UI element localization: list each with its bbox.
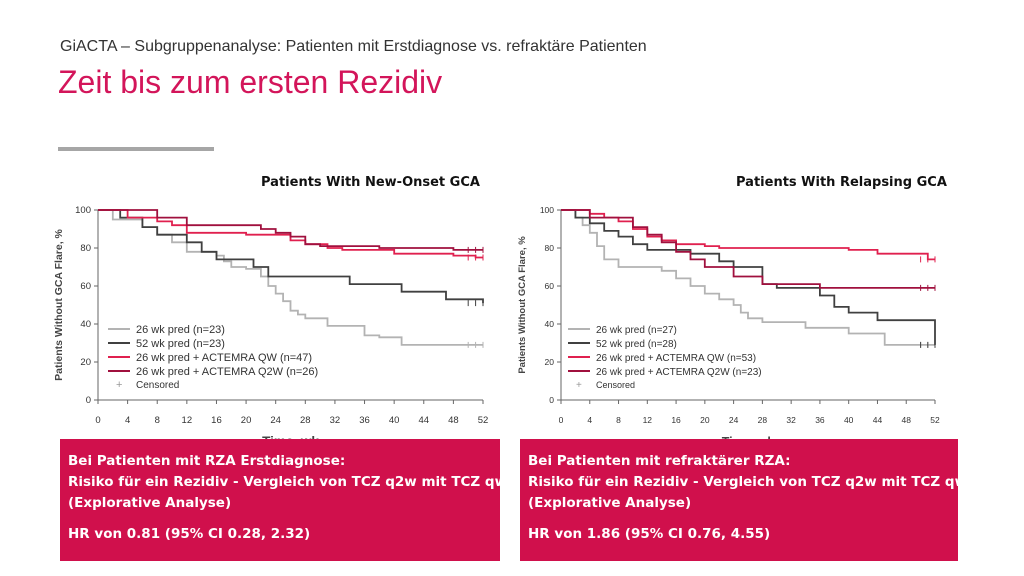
box-hazard-ratio: HR von 0.81 (95% CI 0.28, 2.32)	[68, 526, 311, 542]
x-tick-label: 12	[182, 415, 193, 426]
box-heading: Bei Patienten mit refraktärer RZA:	[528, 453, 791, 469]
x-tick-label: 44	[418, 415, 429, 426]
x-tick-label: 32	[330, 415, 341, 426]
km-curve-series-1	[561, 209, 935, 346]
x-tick-label: 36	[359, 415, 370, 426]
x-tick-label: 0	[559, 415, 564, 425]
info-box-relapsing: Bei Patienten mit refraktärer RZA: Risik…	[520, 439, 968, 561]
box-text: Risiko für ein Rezidiv - Vergleich von T…	[528, 474, 968, 490]
legend-label: 26 wk pred (n=27)	[596, 325, 677, 336]
box-note: (Explorative Analyse)	[528, 495, 692, 511]
chart-title-relapsing: Patients With Relapsing GCA	[736, 175, 947, 190]
y-tick-label: 100	[540, 205, 554, 215]
y-tick-label: 60	[545, 281, 555, 291]
y-tick-label: 80	[545, 243, 555, 253]
x-tick-label: 28	[300, 415, 311, 426]
km-curve-series-2	[561, 209, 936, 345]
x-tick-label: 40	[389, 415, 400, 426]
x-tick-label: 16	[211, 415, 222, 426]
x-tick-label: 24	[729, 415, 739, 425]
x-tick-label: 40	[844, 415, 854, 425]
y-axis-title: Patients Without GCA Flare, %	[53, 228, 65, 380]
censor-legend-label: Censored	[136, 380, 179, 391]
x-tick-label: 4	[125, 415, 130, 426]
x-tick-label: 48	[448, 415, 459, 426]
y-tick-label: 40	[80, 319, 91, 330]
x-tick-label: 20	[241, 415, 252, 426]
x-tick-label: 8	[155, 415, 160, 426]
x-tick-label: 24	[270, 415, 281, 426]
censor-legend-symbol: +	[116, 379, 122, 391]
x-tick-label: 4	[587, 415, 592, 425]
slide-subtitle: GiACTA – Subgruppenanalyse: Patienten mi…	[60, 38, 647, 55]
legend-label: 26 wk pred + ACTEMRA QW (n=53)	[596, 353, 756, 364]
x-tick-label: 52	[478, 415, 489, 426]
info-box-new-onset: Bei Patienten mit RZA Erstdiagnose: Risi…	[60, 439, 508, 561]
x-tick-label: 8	[616, 415, 621, 425]
x-tick-label: 20	[700, 415, 710, 425]
box-note: (Explorative Analyse)	[68, 495, 232, 511]
km-curve-series-4	[561, 209, 935, 289]
x-tick-label: 32	[786, 415, 796, 425]
y-tick-label: 20	[545, 357, 555, 367]
legend-label: 26 wk pred (n=23)	[136, 324, 225, 336]
x-tick-label: 16	[671, 415, 681, 425]
x-tick-label: 36	[815, 415, 825, 425]
legend-label: 26 wk pred + ACTEMRA Q2W (n=23)	[596, 367, 762, 378]
y-axis-title: Patients Without GCA Flare, %	[517, 236, 528, 374]
censor-legend-symbol: +	[576, 380, 582, 391]
title-underline	[58, 147, 214, 151]
km-curve-series-2	[98, 209, 484, 304]
box-text: Risiko für ein Rezidiv - Vergleich von T…	[68, 474, 508, 490]
y-tick-label: 0	[549, 395, 554, 405]
y-tick-label: 40	[545, 319, 555, 329]
legend-label: 26 wk pred + ACTEMRA QW (n=47)	[136, 352, 312, 364]
x-tick-label: 48	[901, 415, 911, 425]
slide-title: Zeit bis zum ersten Rezidiv	[58, 64, 443, 100]
box-hazard-ratio: HR von 1.86 (95% CI 0.76, 4.55)	[528, 526, 771, 542]
legend-label: 52 wk pred (n=23)	[136, 338, 225, 350]
box-heading: Bei Patienten mit RZA Erstdiagnose:	[68, 453, 346, 469]
y-tick-label: 80	[80, 243, 91, 254]
y-tick-label: 100	[75, 205, 91, 216]
y-tick-label: 60	[80, 281, 91, 292]
x-tick-label: 12	[643, 415, 653, 425]
km-curve-series-1	[98, 209, 483, 346]
x-tick-label: 52	[930, 415, 940, 425]
x-tick-label: 28	[758, 415, 768, 425]
y-tick-label: 0	[86, 395, 91, 406]
censor-legend-label: Censored	[596, 380, 635, 390]
legend-label: 52 wk pred (n=28)	[596, 339, 677, 350]
legend-label: 26 wk pred + ACTEMRA Q2W (n=26)	[136, 366, 318, 378]
x-tick-label: 44	[873, 415, 883, 425]
x-tick-label: 0	[95, 415, 100, 426]
km-curve-series-4	[98, 209, 483, 251]
chart-title-new-onset: Patients With New-Onset GCA	[261, 175, 480, 190]
y-tick-label: 20	[80, 357, 91, 368]
